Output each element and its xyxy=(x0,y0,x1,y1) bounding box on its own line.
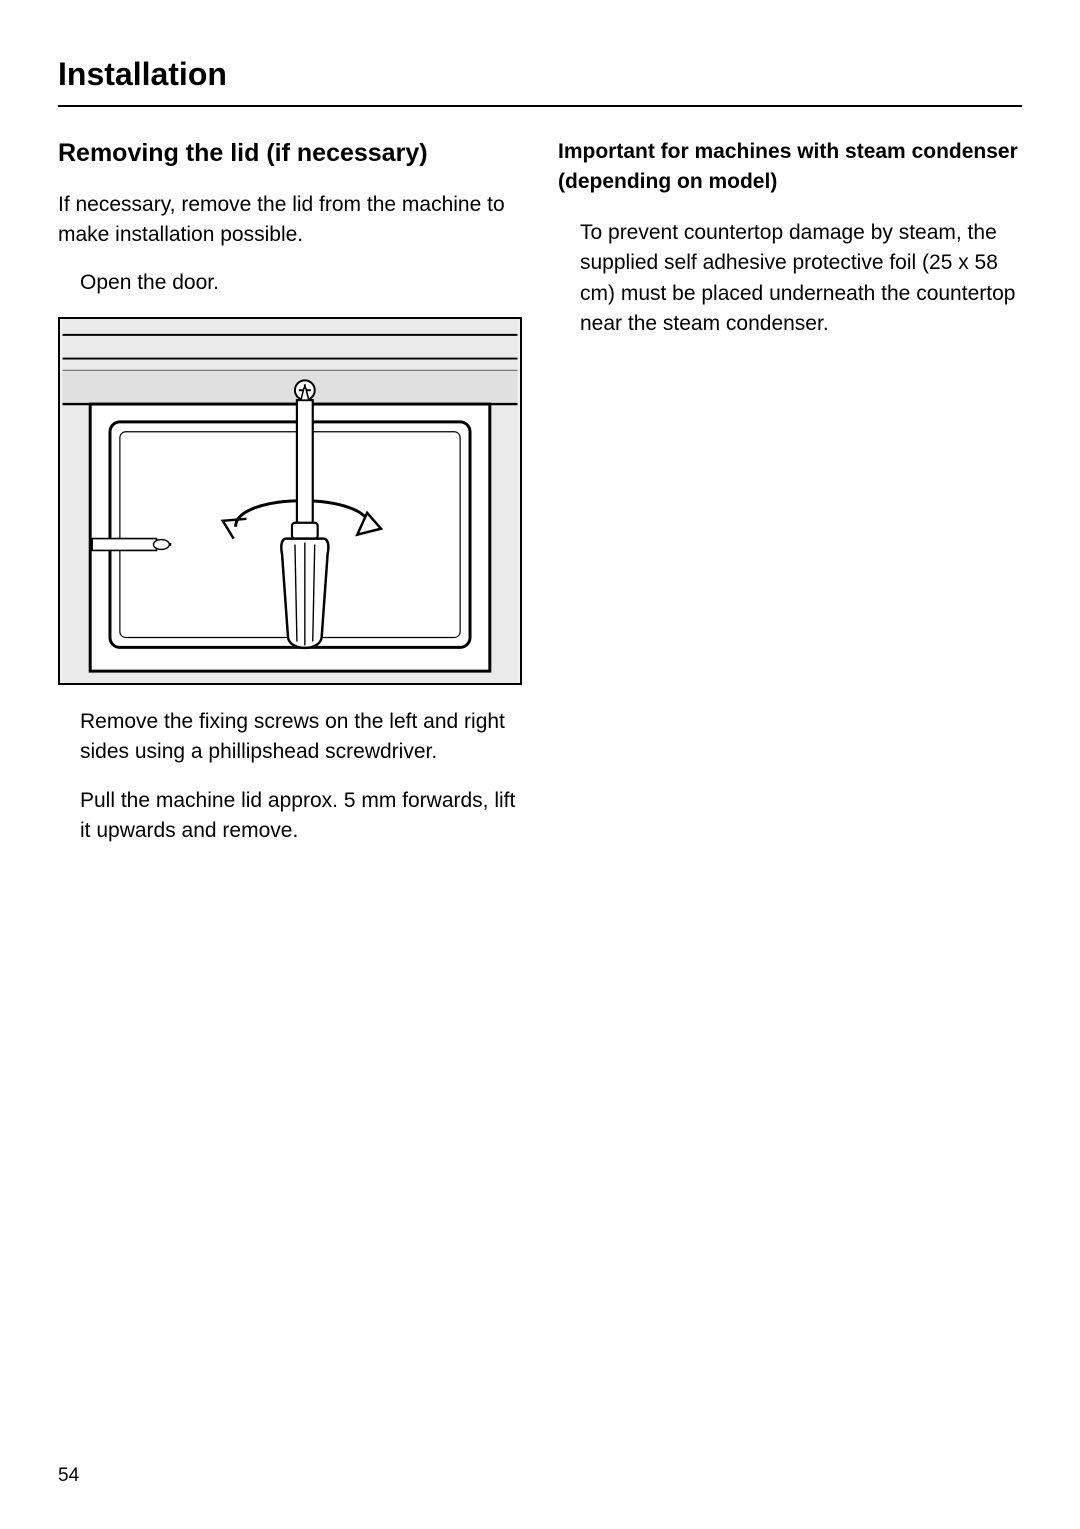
intro-paragraph: If necessary, remove the lid from the ma… xyxy=(58,190,522,251)
section-heading-removing-lid: Removing the lid (if necessary) xyxy=(58,137,522,170)
lid-removal-illustration xyxy=(60,319,520,683)
figure-lid-removal xyxy=(58,317,522,685)
page-number: 54 xyxy=(58,1465,79,1487)
step-pull-lid: Pull the machine lid approx. 5 mm forwar… xyxy=(58,786,522,847)
steam-condenser-heading: Important for machines with steam conden… xyxy=(558,137,1022,198)
step-open-door: Open the door. xyxy=(58,268,522,298)
right-column: Important for machines with steam conden… xyxy=(558,137,1022,865)
steam-condenser-body: To prevent countertop damage by steam, t… xyxy=(558,218,1022,340)
page-title: Installation xyxy=(58,56,1022,107)
content-columns: Removing the lid (if necessary) If neces… xyxy=(58,137,1022,865)
left-column: Removing the lid (if necessary) If neces… xyxy=(58,137,522,865)
step-remove-screws: Remove the fixing screws on the left and… xyxy=(58,707,522,768)
